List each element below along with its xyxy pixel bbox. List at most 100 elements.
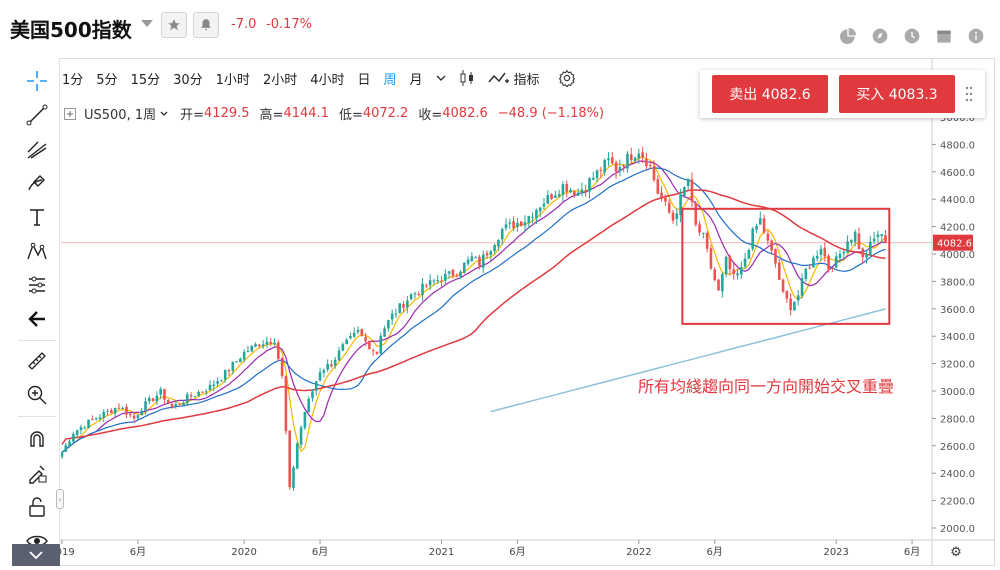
candle-body (857, 233, 861, 250)
candle-body (500, 228, 504, 240)
chevron-down-icon[interactable] (436, 74, 446, 82)
candle-body (147, 398, 151, 402)
ruler-icon[interactable] (24, 348, 50, 374)
candle-body (550, 194, 553, 200)
plot-area (61, 146, 932, 491)
magnet-icon[interactable] (24, 426, 50, 452)
pitchfork-icon[interactable] (24, 136, 50, 162)
ma-10-line (61, 160, 886, 454)
drag-handle-icon[interactable] (964, 84, 974, 104)
candle-body (785, 291, 789, 299)
y-tick-label: 5000.0 (940, 113, 975, 124)
favorite-button[interactable] (161, 12, 187, 38)
interval-2h[interactable]: 2小时 (262, 72, 298, 88)
pie-chart-icon[interactable] (838, 27, 858, 45)
trend-line-icon[interactable] (24, 102, 50, 128)
candle-body (349, 336, 352, 339)
candle-body (79, 427, 83, 431)
expand-icon[interactable] (64, 107, 76, 120)
calendar-icon[interactable] (934, 27, 954, 45)
open-value: 4129.5 (204, 106, 250, 121)
candle-body (485, 253, 489, 256)
candle-body (155, 395, 159, 402)
x-tick-label: 2019 (49, 547, 74, 558)
candle-body (580, 189, 584, 194)
zoom-in-icon[interactable] (24, 382, 50, 408)
candle-body (208, 384, 212, 391)
candle-body (68, 441, 71, 447)
interval-day[interactable]: 日 (357, 72, 371, 88)
lock-icon[interactable] (24, 494, 50, 520)
candle-body (838, 253, 842, 259)
open-label: 开= (180, 108, 205, 123)
chevron-down-icon[interactable] (160, 111, 168, 117)
interval-week[interactable]: 周 (383, 72, 397, 88)
highlight-box (681, 207, 891, 325)
y-tick-label: 4200.0 (940, 223, 975, 234)
y-tick-label: 4400.0 (940, 195, 975, 206)
compass-icon[interactable] (870, 27, 890, 45)
interval-1m[interactable]: 1分 (62, 72, 84, 88)
candle-body (83, 427, 87, 429)
candle-body (713, 269, 717, 281)
interval-bar: 1分 5分 15分 30分 1小时 2小时 4小时 日 周 月 指标 (62, 66, 589, 90)
lock-drawings-icon[interactable] (24, 460, 50, 486)
brush-icon[interactable] (24, 170, 50, 196)
symbol-label[interactable]: US500, 1周 (84, 108, 157, 123)
candle-body (607, 158, 610, 161)
candle-body (314, 381, 318, 391)
crosshair-icon[interactable] (24, 68, 50, 94)
chevron-down-icon[interactable] (141, 20, 153, 27)
candle-body (227, 370, 231, 372)
buy-button[interactable]: 买入 4083.3 (839, 75, 955, 113)
candle-body (698, 224, 701, 233)
candle-body (337, 350, 341, 361)
indicators-button[interactable]: 指标 (513, 72, 540, 88)
indicators-icon[interactable] (487, 70, 510, 86)
measure-icon[interactable] (24, 272, 50, 298)
candle-body (793, 301, 796, 311)
alert-button[interactable] (193, 12, 219, 38)
panel-resize-handle[interactable]: ‹ (56, 489, 64, 509)
interval-15m[interactable]: 15分 (130, 72, 161, 88)
candle-body (554, 195, 557, 198)
chart-settings-icon: ⚙ (950, 545, 962, 560)
text-tool-icon[interactable] (24, 204, 50, 230)
candle-body (683, 187, 686, 197)
candle-body (584, 189, 588, 191)
last-price-badge (933, 234, 973, 251)
candle-body (132, 415, 136, 419)
sell-button[interactable]: 卖出 4082.6 (712, 75, 828, 113)
pattern-icon[interactable] (24, 238, 50, 264)
candle-body (808, 267, 811, 269)
candle-body (174, 403, 178, 406)
candle-body (110, 410, 113, 413)
collapse-toolbar-button[interactable] (12, 544, 60, 566)
candle-body (421, 283, 424, 295)
candle-body (777, 262, 781, 280)
interval-1h[interactable]: 1小时 (215, 72, 250, 88)
interval-30m[interactable]: 30分 (173, 72, 203, 88)
candle-body (318, 372, 322, 381)
interval-4h[interactable]: 4小时 (310, 72, 345, 88)
clock-icon[interactable] (902, 27, 922, 45)
arrow-left-icon[interactable] (24, 306, 50, 332)
interval-5m[interactable]: 5分 (96, 72, 118, 88)
interval-month[interactable]: 月 (409, 72, 423, 88)
chart-annotation: 所有均綫趨向同一方向開始交叉重疊 (638, 377, 895, 396)
y-tick-label: 2800.0 (940, 414, 975, 425)
candle-body (125, 406, 128, 415)
candle-body (637, 153, 641, 159)
candle-body (368, 340, 371, 350)
candle-body (371, 350, 375, 352)
info-icon[interactable] (966, 27, 986, 45)
candle-body (428, 280, 432, 286)
gear-icon[interactable] (558, 69, 576, 87)
candle-body (850, 240, 853, 243)
candle-body (462, 262, 466, 273)
candle-body (440, 280, 443, 282)
x-tick-label: 2021 (429, 547, 454, 558)
candle-body (102, 411, 106, 418)
candlestick-type-icon[interactable] (459, 69, 475, 87)
